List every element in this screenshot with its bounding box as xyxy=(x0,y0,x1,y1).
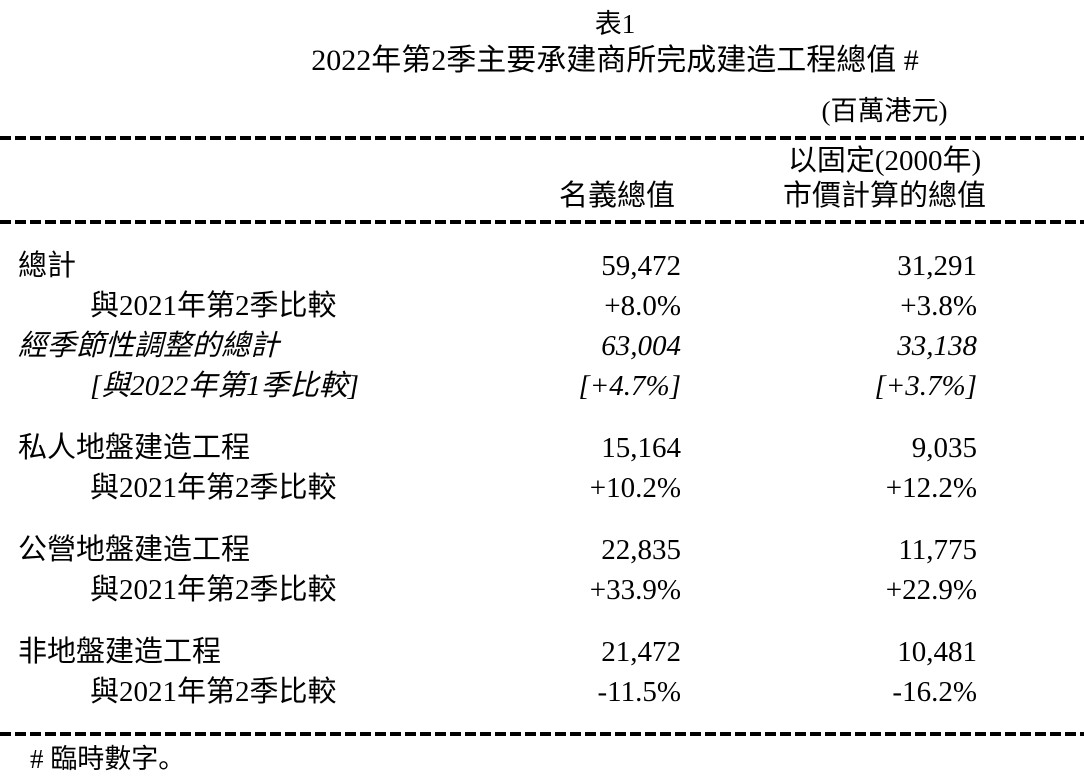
table-row: 經季節性調整的總計 63,004 33,138 xyxy=(0,326,1084,366)
nominal-value: [+4.7%] xyxy=(578,370,681,402)
table-row: 公營地盤建造工程 22,835 11,775 xyxy=(0,530,1084,570)
footnote: # 臨時數字。 xyxy=(30,744,186,774)
nominal-value: 63,004 xyxy=(601,330,681,362)
constant-value: -16.2% xyxy=(892,676,977,708)
column-header-constant: 以固定(2000年) 市價計算的總值 xyxy=(685,144,1084,214)
table-row: 與2021年第2季比較 +10.2% +12.2% xyxy=(0,468,1084,508)
column-header-nominal: 名義總值 xyxy=(558,180,675,212)
table-row: [與2022年第1季比較] [+4.7%] [+3.7%] xyxy=(0,366,1084,406)
nominal-value: +10.2% xyxy=(589,472,681,504)
nominal-value: +8.0% xyxy=(604,290,681,322)
table-row: 總計 59,472 31,291 xyxy=(0,246,1084,286)
constant-value: 11,775 xyxy=(898,534,977,566)
row-label: 與2021年第2季比較 xyxy=(90,676,337,708)
table-row: 非地盤建造工程 21,472 10,481 xyxy=(0,632,1084,672)
row-label: 私人地盤建造工程 xyxy=(18,432,251,464)
row-label: 與2021年第2季比較 xyxy=(90,290,337,322)
row-label: 經季節性調整的總計 xyxy=(18,330,280,362)
constant-value: 9,035 xyxy=(911,432,977,464)
unit-note: (百萬港元) xyxy=(821,96,948,126)
column-header-row: 名義總值 以固定(2000年) 市價計算的總值 xyxy=(0,140,1084,214)
nominal-value: -11.5% xyxy=(597,676,682,708)
table-rule-header xyxy=(0,220,1084,224)
nominal-value: 15,164 xyxy=(601,432,681,464)
row-label: [與2022年第1季比較] xyxy=(90,370,360,402)
constant-value: 31,291 xyxy=(897,250,977,282)
table-rule-bottom xyxy=(0,732,1084,736)
constant-value: +3.8% xyxy=(900,290,977,322)
row-label: 總計 xyxy=(18,250,77,282)
constant-value: 33,138 xyxy=(897,330,977,362)
constant-value: [+3.7%] xyxy=(874,370,977,402)
nominal-value: 21,472 xyxy=(601,636,681,668)
unit-row-spacer xyxy=(0,96,540,126)
row-label: 公營地盤建造工程 xyxy=(18,534,251,566)
table-row: 與2021年第2季比較 -11.5% -16.2% xyxy=(0,672,1084,712)
table-number: 表1 xyxy=(594,9,636,39)
nominal-value: +33.9% xyxy=(589,574,681,606)
table-title: 2022年第2季主要承建商所完成建造工程總值 # xyxy=(311,44,919,77)
table-row: 私人地盤建造工程 15,164 9,035 xyxy=(0,428,1084,468)
nominal-value: 59,472 xyxy=(601,250,681,282)
row-label: 非地盤建造工程 xyxy=(18,636,222,668)
unit-row-spacer-col1 xyxy=(540,96,685,126)
constant-value: +22.9% xyxy=(885,574,977,606)
column-header-constant-line1: 以固定(2000年) xyxy=(787,145,982,177)
table-rule-top xyxy=(0,136,1084,140)
table-body: 總計 59,472 31,291 與2021年第2季比較 +8.0% +3.8%… xyxy=(0,246,1084,712)
nominal-value: 22,835 xyxy=(601,534,681,566)
row-label: 與2021年第2季比較 xyxy=(90,574,337,606)
title-block: 表1 2022年第2季主要承建商所完成建造工程總值 # xyxy=(146,6,1084,80)
unit-row: (百萬港元) xyxy=(0,96,1084,126)
table-row: 與2021年第2季比較 +33.9% +22.9% xyxy=(0,570,1084,610)
constant-value: 10,481 xyxy=(897,636,977,668)
column-header-constant-line2: 市價計算的總值 xyxy=(782,180,986,212)
constant-value: +12.2% xyxy=(885,472,977,504)
table-row: 與2021年第2季比較 +8.0% +3.8% xyxy=(0,286,1084,326)
row-label: 與2021年第2季比較 xyxy=(90,472,337,504)
